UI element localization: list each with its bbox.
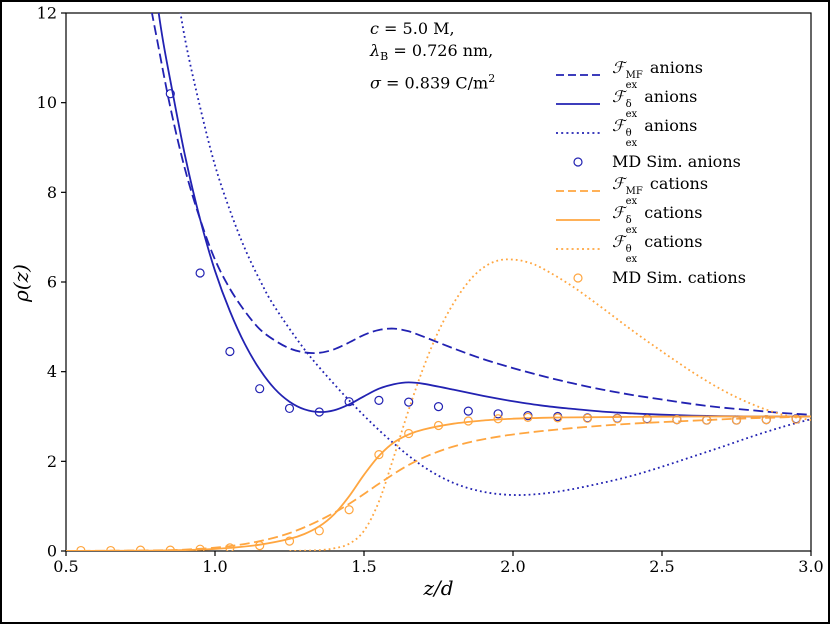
x-tick-label: 1.0 [202, 557, 227, 576]
y-tick-label: 10 [37, 93, 57, 112]
x-tick-label: 3.0 [798, 557, 823, 576]
legend-label: MD Sim. cations [612, 268, 746, 287]
legend-sample-dashed-icon [556, 73, 600, 76]
y-tick-label: 0 [47, 542, 57, 561]
legend-label: MD Sim. anions [612, 152, 741, 171]
y-tick-label: 12 [37, 4, 57, 23]
x-tick-label: 2.5 [649, 557, 674, 576]
legend-sample-marker-icon [573, 272, 583, 283]
y-tick-label: 4 [47, 362, 57, 381]
annotation-line-surface-charge: σ = 0.839 C/m2 [370, 72, 496, 93]
legend-sample-dashed-icon [556, 189, 600, 192]
annotation-line-bjerrum-length: λB = 0.726 nm, [370, 41, 494, 64]
y-axis-label: ρ(z) [9, 264, 33, 302]
symbol-c: c [370, 19, 379, 38]
series-Fex-theta-anions [179, 13, 811, 496]
series-Fex-MF-anions [151, 13, 811, 416]
y-tick-label: 6 [47, 273, 57, 292]
series-Fex-theta-cations [289, 258, 811, 551]
axis-ticks: 0.5 1.0 1.5 2.0 2.5 3.0 0 2 4 6 8 10 12 [37, 4, 824, 577]
legend-entry-md-sim-anions: MD Sim. anions [554, 147, 746, 176]
symbol-sigma: σ [370, 73, 381, 93]
legend-sample-dotted-icon [556, 247, 600, 250]
series-Fex-delta-cations [66, 415, 811, 551]
x-tick-label: 2.0 [500, 557, 525, 576]
y-tick-label: 8 [47, 183, 57, 202]
annotation-line-concentration: c = 5.0 M, [370, 19, 455, 38]
x-tick-label: 1.5 [351, 557, 376, 576]
legend-entry-fex-mf-cations: ℱ MF ex cations [554, 173, 746, 207]
legend-entry-fex-mf-anions: ℱ MF ex anions [554, 57, 746, 91]
legend-label: ℱ MF ex anions [612, 57, 703, 91]
legend-entry-md-sim-cations: MD Sim. cations [554, 263, 746, 292]
legend-label: ℱ MF ex cations [612, 173, 709, 207]
curves [66, 13, 811, 551]
symbol-lambda: λ [370, 41, 381, 60]
x-tick-label: 0.5 [53, 557, 78, 576]
y-tick-label: 2 [47, 452, 57, 471]
annotation: c = 5.0 M, λB = 0.726 nm, σ = 0.839 C/m2 [370, 18, 495, 95]
series-Fex-MF-cations [66, 415, 811, 551]
legend-sample-marker-icon [573, 156, 583, 167]
legend-sample-solid-icon [556, 218, 600, 221]
x-axis-label: z/d [423, 576, 454, 600]
series-Fex-delta-anions [157, 13, 811, 418]
legend-sample-solid-icon [556, 102, 600, 105]
legend-sample-dotted-icon [556, 131, 600, 134]
series-MD-Sim-cations [76, 412, 801, 551]
